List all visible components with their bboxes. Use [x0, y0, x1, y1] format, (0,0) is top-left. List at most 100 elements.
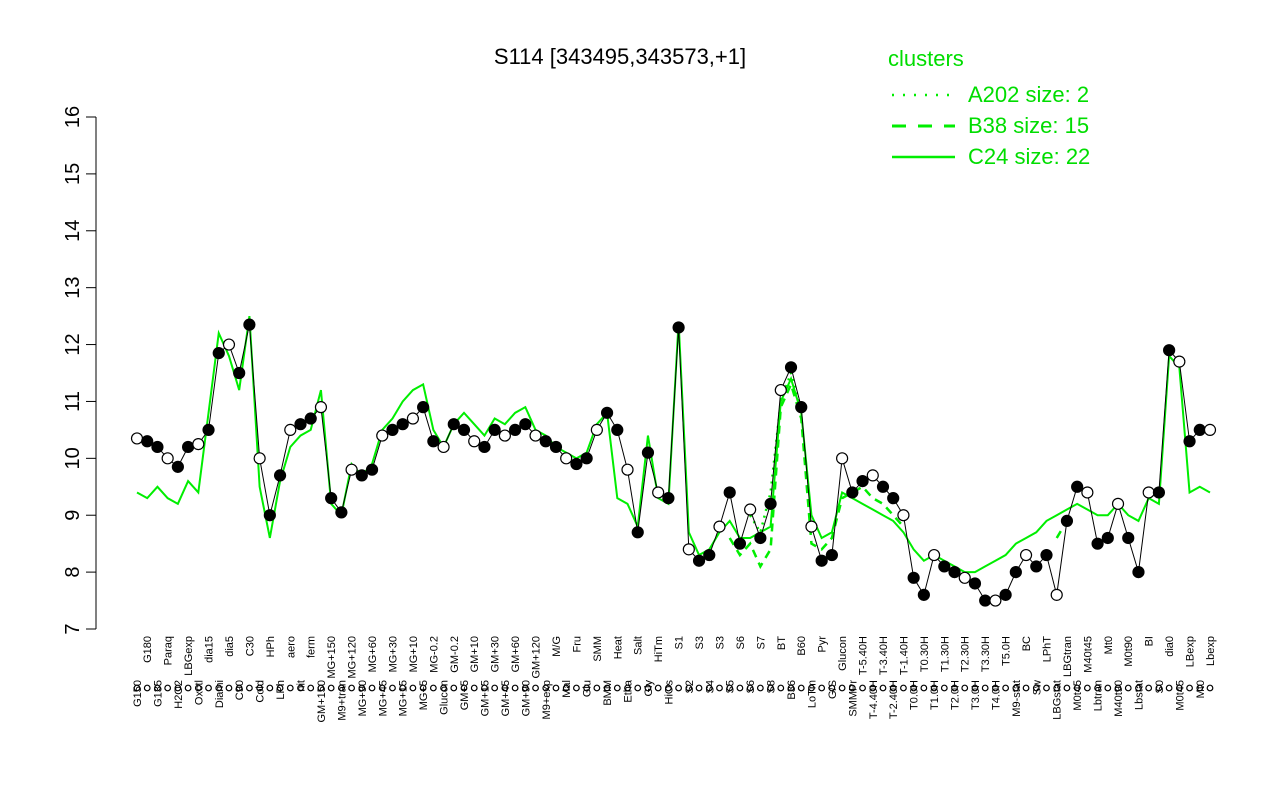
- x-tick-mark: [133, 684, 141, 692]
- x-tick-label: MG-0.2: [428, 636, 440, 673]
- data-point: [1071, 480, 1084, 493]
- x-tick-mark: [348, 684, 356, 692]
- y-tick-label: 8: [62, 567, 84, 578]
- x-tick-mark: [889, 684, 897, 692]
- data-point: [968, 577, 982, 590]
- x-tick-label: GM+150: [316, 680, 328, 723]
- x-tick-mark: [1145, 684, 1153, 692]
- data-point: [1163, 344, 1176, 357]
- x-tick-label: T4.0H: [990, 680, 1002, 710]
- x-tick-mark: [869, 684, 877, 692]
- data-point: [294, 418, 307, 431]
- data-point: [151, 440, 164, 454]
- x-tick-mark: [1135, 684, 1142, 692]
- x-tick-label: M9+tran: [336, 680, 348, 721]
- y-tick-label: 10: [62, 447, 84, 469]
- data-point: [938, 560, 951, 573]
- data-point: [846, 486, 859, 499]
- data-point: [1183, 435, 1196, 448]
- x-tick-mark: [1165, 684, 1173, 692]
- x-tick-label: Sw: [1031, 680, 1043, 695]
- data-point: [723, 486, 736, 499]
- x-tick-mark: [664, 684, 672, 692]
- y-tick-label: 16: [62, 106, 84, 128]
- x-tick-mark: [1114, 684, 1122, 692]
- x-tick-label: LoTm: [806, 680, 818, 708]
- x-tick-label: LPhT: [1041, 636, 1053, 663]
- x-tick-label: Glu: [582, 680, 594, 697]
- x-tick-label: T-5.40H: [858, 636, 870, 675]
- x-tick-label: Oxctl: [193, 680, 205, 705]
- x-tick-mark: [838, 684, 846, 692]
- data-point: [130, 432, 144, 445]
- x-tick-label: nit: [296, 680, 308, 692]
- x-tick-mark: [1186, 684, 1193, 692]
- x-tick-mark: [1175, 684, 1183, 692]
- data-point: [815, 554, 828, 567]
- x-tick-label: LBGstat: [1052, 680, 1064, 720]
- x-tick-label: Mt0: [1103, 636, 1115, 654]
- x-tick-mark: [767, 684, 774, 692]
- x-tick-label: T2.0H: [950, 680, 962, 710]
- data-point: [856, 474, 869, 488]
- x-tick-label: BT: [776, 636, 788, 650]
- data-point: [539, 435, 552, 448]
- data-point: [192, 438, 205, 451]
- data-point: [1091, 537, 1104, 550]
- data-point: [662, 492, 675, 505]
- data-point: [253, 452, 266, 465]
- x-tick-label: C90: [234, 680, 246, 700]
- x-tick-label: MG+30: [387, 636, 399, 672]
- x-tick-mark: [910, 684, 918, 692]
- x-tick-mark: [859, 684, 866, 692]
- x-tick-mark: [368, 684, 376, 692]
- x-tick-mark: [470, 684, 478, 692]
- legend-title: clusters: [888, 46, 964, 71]
- data-point: [1040, 548, 1053, 562]
- data-point: [437, 440, 450, 454]
- y-tick-label: 14: [62, 220, 84, 242]
- x-tick-label: GM+120: [531, 636, 543, 679]
- x-tick-label: T-1.40H: [898, 636, 910, 675]
- x-tick-label: MG+60: [367, 636, 379, 672]
- x-tick-label: dia0: [1164, 636, 1176, 657]
- data-point: [764, 497, 777, 510]
- x-tick-mark: [378, 684, 386, 692]
- x-tick-mark: [981, 684, 989, 692]
- x-tick-label: GM+30: [490, 636, 502, 672]
- data-point: [825, 548, 838, 562]
- x-tick-mark: [624, 684, 631, 692]
- data-point: [600, 406, 614, 419]
- x-tick-label: T3.30H: [980, 636, 992, 672]
- x-tick-label: Etha: [623, 679, 635, 703]
- data-line-points: [136, 324, 1210, 602]
- x-tick-mark: [644, 684, 652, 692]
- x-tick-mark: [399, 684, 407, 692]
- x-tick-label: M0t90: [1123, 636, 1135, 667]
- x-tick-mark: [542, 684, 550, 692]
- x-tick-mark: [920, 684, 928, 692]
- data-point: [335, 506, 348, 519]
- data-point: [979, 594, 992, 607]
- x-tick-mark: [286, 684, 294, 692]
- x-tick-label: S6: [735, 636, 747, 649]
- x-tick-mark: [419, 684, 427, 692]
- x-tick-mark: [736, 684, 744, 692]
- data-point: [989, 594, 1002, 607]
- data-point: [1122, 531, 1135, 545]
- y-tick-label: 15: [62, 163, 84, 185]
- x-tick-label: T0.0H: [909, 680, 921, 710]
- x-tick-mark: [930, 684, 938, 692]
- x-tick-mark: [460, 684, 468, 692]
- x-tick-mark: [143, 684, 151, 692]
- x-tick-mark: [695, 684, 703, 692]
- x-tick-label: T3.0H: [970, 680, 982, 710]
- data-point: [836, 452, 849, 465]
- x-tick-mark: [726, 684, 734, 692]
- data-point: [866, 469, 879, 482]
- x-tick-mark: [1104, 684, 1112, 692]
- x-tick-mark: [164, 684, 172, 692]
- x-tick-mark: [215, 684, 223, 692]
- x-tick-mark: [583, 684, 591, 692]
